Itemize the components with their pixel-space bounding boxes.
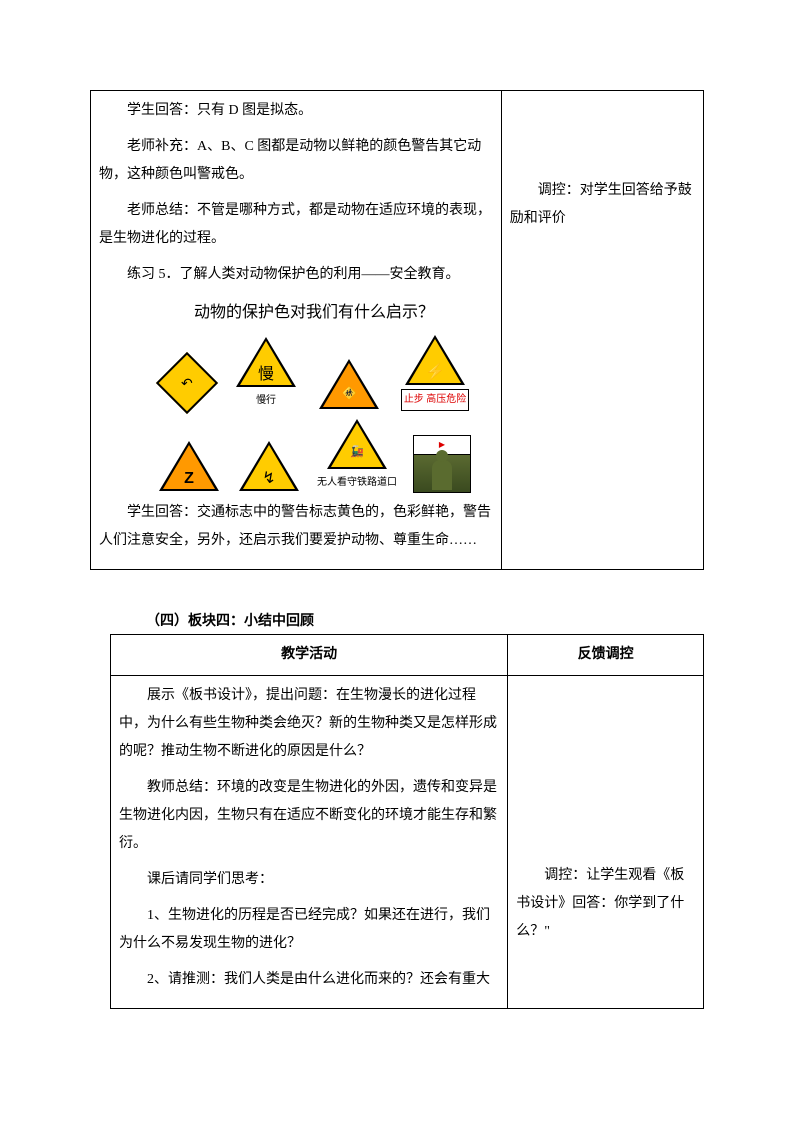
table2-left-cell: 展示《板书设计》，提出问题：在生物漫长的进化过程中，为什么有些生物种类会绝灭？新… [111, 676, 508, 1009]
traffic-sign-figure: 动物的保护色对我们有什么启示？ ↶ 慢 慢行 🚸 ⚡ 止步 高压 [149, 297, 479, 493]
t1-p1: 学生回答：只有 D 图是拟态。 [99, 97, 493, 125]
figure-title: 动物的保护色对我们有什么启示？ [149, 297, 479, 329]
sign-highvoltage-icon: ⚡ 止步 高压危险 [401, 333, 470, 411]
table1-right-cell: 调控：对学生回答给予鼓励和评价 [501, 91, 703, 570]
table-section4: 教学活动 反馈调控 展示《板书设计》，提出问题：在生物漫长的进化过程中，为什么有… [110, 634, 704, 1009]
sign-turn-icon: ↯ [237, 439, 301, 493]
t2-p1: 展示《板书设计》，提出问题：在生物漫长的进化过程中，为什么有些生物种类会绝灭？新… [119, 682, 499, 766]
t1-p5: 学生回答：交通标志中的警告标志黄色的，色彩鲜艳，警告人们注意安全，另外，还启示我… [99, 499, 493, 555]
t1-p2: 老师补充：A、B、C 图都是动物以鲜艳的颜色警告其它动物，这种颜色叫警戒色。 [99, 133, 493, 189]
sign-rail-icon: 🚂 无人看守铁路道口 [317, 417, 397, 493]
sign-pedestrian-icon: 🚸 [317, 357, 381, 411]
sign-zigzag-icon: Z [157, 439, 221, 493]
t2-head-left: 教学活动 [111, 635, 508, 676]
t1-right-p1: 调控：对学生回答给予鼓励和评价 [510, 177, 695, 233]
signs-row-2: Z ↯ 🚂 无人看守铁路道口 ▶ [149, 417, 479, 493]
t1-p4: 练习 5．了解人类对动物保护色的利用——安全教育。 [99, 261, 493, 289]
t2-p2: 教师总结：环境的改变是生物进化的外因，遗传和变异是生物进化内因，生物只有在适应不… [119, 774, 499, 858]
table1-left-cell: 学生回答：只有 D 图是拟态。 老师补充：A、B、C 图都是动物以鲜艳的颜色警告… [91, 91, 502, 570]
t1-p3: 老师总结：不管是哪种方式，都是动物在适应环境的表现，是生物进化的过程。 [99, 197, 493, 253]
section4-title: （四）板块四：小结中回顾 [90, 610, 704, 630]
t2-head-right: 反馈调控 [508, 635, 704, 676]
signs-row-1: ↶ 慢 慢行 🚸 ⚡ 止步 高压危险 [149, 333, 479, 411]
sign-slow-icon: 慢 慢行 [234, 335, 298, 411]
t2-p3: 课后请同学们思考： [119, 866, 499, 894]
t2-right-p1: 调控：让学生观看《板书设计》回答：你学到了什么？" [516, 862, 695, 946]
sign-curve-icon: ↶ [159, 355, 215, 411]
t2-p5: 2、请推测：我们人类是由什么进化而来的？还会有重大 [119, 966, 499, 994]
table2-right-cell: 调控：让学生观看《板书设计》回答：你学到了什么？" [508, 676, 704, 1009]
table-section3: 学生回答：只有 D 图是拟态。 老师补充：A、B、C 图都是动物以鲜艳的颜色警告… [90, 90, 704, 570]
camouflage-photo: ▶ [413, 435, 471, 493]
t2-p4: 1、生物进化的历程是否已经完成？如果还在进行，我们为什么不易发现生物的进化？ [119, 902, 499, 958]
